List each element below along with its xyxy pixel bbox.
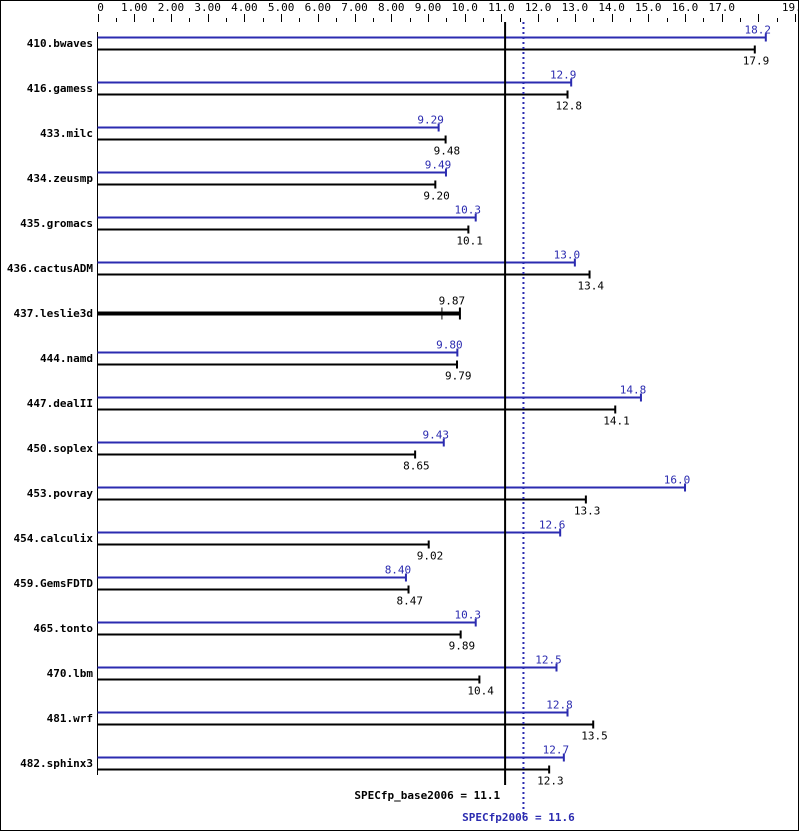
base-value-label: 9.87 bbox=[439, 295, 466, 308]
peak-value-label: 12.9 bbox=[550, 69, 577, 82]
peak-value-label: 10.3 bbox=[454, 609, 481, 622]
benchmark-label: 481.wrf bbox=[47, 712, 93, 725]
benchmark-label: 437.leslie3d bbox=[14, 307, 93, 320]
base-value-label: 12.8 bbox=[556, 100, 583, 113]
x-tick-label: 4.00 bbox=[231, 1, 258, 14]
base-value-label: 12.3 bbox=[537, 775, 564, 788]
benchmark-label: 447.dealII bbox=[27, 397, 93, 410]
benchmark-label: 470.lbm bbox=[47, 667, 94, 680]
base-value-label: 9.48 bbox=[434, 145, 461, 158]
benchmark-label: 465.tonto bbox=[33, 622, 93, 635]
benchmark-label: 416.gamess bbox=[27, 82, 93, 95]
base-summary-label: SPECfp_base2006 = 11.1 bbox=[354, 789, 500, 802]
base-value-label: 9.20 bbox=[423, 190, 450, 203]
x-tick-label: 7.00 bbox=[341, 1, 368, 14]
peak-value-label: 16.0 bbox=[664, 474, 691, 487]
peak-value-label: 13.0 bbox=[554, 249, 581, 262]
x-tick-label: 17.0 bbox=[708, 1, 735, 14]
x-tick-label: 3.00 bbox=[194, 1, 221, 14]
peak-value-label: 12.8 bbox=[546, 699, 573, 712]
base-value-label: 13.4 bbox=[578, 280, 605, 293]
peak-value-label: 12.7 bbox=[543, 744, 570, 757]
x-tick-label: 12.0 bbox=[525, 1, 552, 14]
base-value-label: 9.79 bbox=[445, 370, 472, 383]
base-value-label: 10.4 bbox=[467, 685, 494, 698]
peak-value-label: 9.43 bbox=[423, 429, 450, 442]
benchmark-label: 482.sphinx3 bbox=[20, 757, 93, 770]
x-tick-label: 9.00 bbox=[415, 1, 442, 14]
peak-value-label: 18.2 bbox=[745, 24, 772, 37]
x-tick-label: 8.00 bbox=[378, 1, 405, 14]
x-tick-label: 10.0 bbox=[451, 1, 478, 14]
x-tick-label: 0 bbox=[97, 1, 104, 14]
x-tick-label: 1.00 bbox=[121, 1, 148, 14]
base-value-label: 8.65 bbox=[403, 460, 430, 473]
x-tick-label: 15.0 bbox=[635, 1, 662, 14]
x-tick-label: 6.00 bbox=[305, 1, 332, 14]
base-value-label: 9.89 bbox=[449, 640, 476, 653]
benchmark-label: 444.namd bbox=[40, 352, 93, 365]
base-value-label: 10.1 bbox=[456, 235, 483, 248]
x-tick-label: 13.0 bbox=[562, 1, 589, 14]
benchmark-label: 436.cactusADM bbox=[7, 262, 93, 275]
base-value-label: 13.5 bbox=[581, 730, 608, 743]
x-tick-label: 19.0 bbox=[782, 1, 799, 14]
base-value-label: 17.9 bbox=[743, 55, 770, 68]
x-tick-label: 2.00 bbox=[158, 1, 185, 14]
benchmark-label: 433.milc bbox=[40, 127, 93, 140]
peak-value-label: 9.29 bbox=[417, 114, 444, 127]
peak-value-label: 9.49 bbox=[425, 159, 452, 172]
x-tick-label: 11.0 bbox=[488, 1, 515, 14]
x-tick-label: 5.00 bbox=[268, 1, 295, 14]
base-value-label: 8.47 bbox=[397, 595, 424, 608]
benchmark-label: 410.bwaves bbox=[27, 37, 93, 50]
benchmark-label: 434.zeusmp bbox=[27, 172, 94, 185]
base-value-label: 13.3 bbox=[574, 505, 601, 518]
peak-value-label: 9.80 bbox=[436, 339, 463, 352]
x-tick-label: 16.0 bbox=[672, 1, 699, 14]
benchmark-label: 453.povray bbox=[27, 487, 94, 500]
x-tick-label: 14.0 bbox=[598, 1, 625, 14]
base-value-label: 14.1 bbox=[603, 415, 630, 428]
peak-value-label: 10.3 bbox=[454, 204, 481, 217]
peak-summary-label: SPECfp2006 = 11.6 bbox=[462, 811, 575, 824]
benchmark-label: 450.soplex bbox=[27, 442, 94, 455]
peak-value-label: 14.8 bbox=[620, 384, 647, 397]
peak-value-label: 12.6 bbox=[539, 519, 566, 532]
benchmark-label: 454.calculix bbox=[14, 532, 94, 545]
peak-value-label: 8.40 bbox=[385, 564, 412, 577]
base-value-label: 9.02 bbox=[417, 550, 444, 563]
benchmark-label: 435.gromacs bbox=[20, 217, 93, 230]
peak-value-label: 12.5 bbox=[535, 654, 562, 667]
benchmark-label: 459.GemsFDTD bbox=[14, 577, 94, 590]
